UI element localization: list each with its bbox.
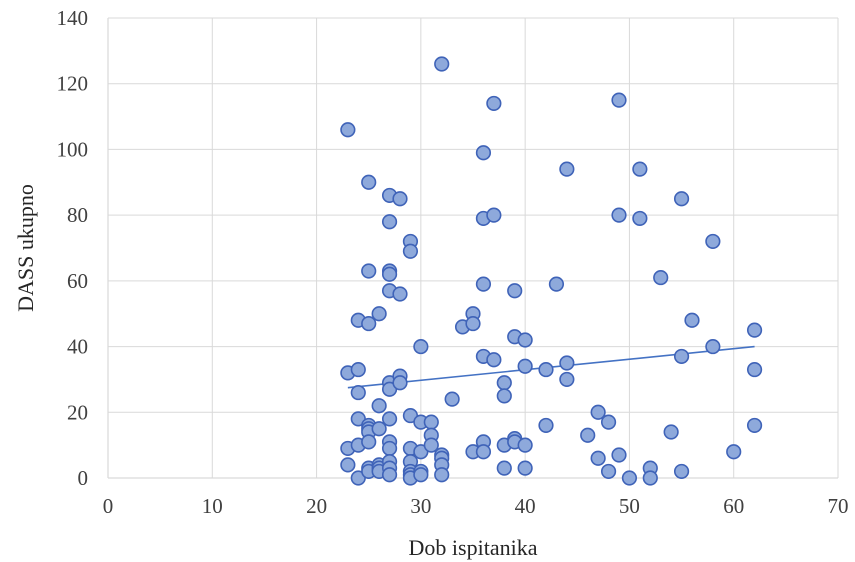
data-point — [632, 161, 648, 177]
data-point — [600, 463, 617, 480]
y-tick-label: 40 — [67, 335, 88, 359]
data-point — [517, 460, 533, 476]
y-tick-label: 20 — [67, 400, 88, 424]
data-point — [486, 352, 502, 368]
data-point — [580, 427, 596, 443]
data-point — [381, 214, 398, 230]
data-point — [673, 348, 690, 365]
data-point — [350, 384, 366, 401]
data-point — [381, 440, 398, 457]
data-point — [486, 207, 502, 223]
x-tick-label: 40 — [515, 494, 536, 518]
data-point — [517, 437, 533, 453]
data-point — [684, 312, 700, 328]
data-point — [507, 283, 523, 299]
data-point — [371, 398, 387, 414]
data-point — [559, 371, 575, 388]
x-axis-title: Dob ispitanika — [409, 535, 538, 560]
y-tick-label: 60 — [67, 269, 88, 293]
x-tick-label: 70 — [828, 494, 849, 518]
data-point — [392, 286, 408, 302]
data-point — [423, 414, 439, 430]
data-point — [496, 460, 512, 476]
data-point — [423, 437, 439, 453]
y-tick-label: 120 — [57, 72, 89, 96]
data-point — [465, 315, 481, 332]
data-point — [496, 388, 512, 404]
data-point — [381, 411, 398, 427]
data-point — [361, 263, 377, 279]
data-point — [475, 145, 492, 161]
data-point — [559, 355, 575, 371]
data-point — [434, 56, 450, 72]
data-point — [392, 191, 408, 207]
data-point — [600, 414, 617, 430]
y-tick-label: 140 — [57, 6, 89, 30]
data-point — [381, 266, 398, 282]
data-point — [434, 467, 450, 483]
data-point — [663, 424, 679, 440]
data-point — [475, 276, 492, 292]
y-tick-label: 0 — [78, 466, 89, 490]
data-point — [517, 332, 533, 348]
data-point — [611, 447, 627, 463]
x-tick-label: 20 — [306, 494, 327, 518]
data-point — [590, 404, 606, 420]
data-point — [444, 391, 460, 407]
data-point — [705, 338, 721, 355]
data-point — [621, 470, 638, 486]
data-point — [475, 444, 492, 460]
data-point — [350, 361, 366, 378]
data-point — [611, 207, 627, 223]
data-point — [413, 338, 429, 355]
data-point — [413, 467, 429, 483]
data-point — [340, 122, 356, 138]
data-point — [361, 174, 377, 190]
data-point — [517, 358, 533, 374]
data-point — [726, 444, 742, 460]
data-point — [642, 470, 658, 486]
data-point — [548, 276, 565, 292]
tick-labels: 0 10 20 30 40 50 60 70 0 20 40 60 80 100 120 140 — [57, 6, 849, 518]
gridlines — [108, 17, 839, 478]
data-point — [496, 375, 512, 391]
data-point — [361, 434, 377, 450]
data-point — [371, 421, 387, 437]
x-tick-label: 0 — [103, 494, 114, 518]
data-point — [381, 467, 398, 483]
data-point — [705, 233, 721, 250]
x-tick-label: 30 — [410, 494, 431, 518]
data-point — [538, 361, 554, 378]
y-tick-label: 80 — [67, 203, 88, 227]
data-point — [611, 92, 627, 108]
data-point — [392, 375, 408, 391]
data-point — [632, 210, 648, 227]
data-point — [538, 417, 554, 434]
y-tick-label: 100 — [57, 137, 89, 161]
x-tick-label: 60 — [723, 494, 744, 518]
data-point — [653, 269, 669, 286]
data-point — [746, 322, 763, 338]
data-point — [371, 306, 387, 322]
data-point — [402, 243, 419, 259]
data-point — [746, 417, 763, 434]
data-point — [559, 161, 575, 177]
x-tick-label: 10 — [202, 494, 223, 518]
data-point — [673, 463, 690, 480]
axes — [107, 18, 838, 479]
data-point — [746, 361, 763, 378]
data-point — [361, 315, 377, 332]
y-axis-title: DASS ukupno — [13, 184, 38, 312]
data-point — [590, 450, 606, 466]
data-point — [673, 191, 690, 207]
data-points — [340, 56, 763, 486]
x-tick-label: 50 — [619, 494, 640, 518]
data-point — [486, 95, 502, 112]
data-point — [340, 457, 356, 473]
